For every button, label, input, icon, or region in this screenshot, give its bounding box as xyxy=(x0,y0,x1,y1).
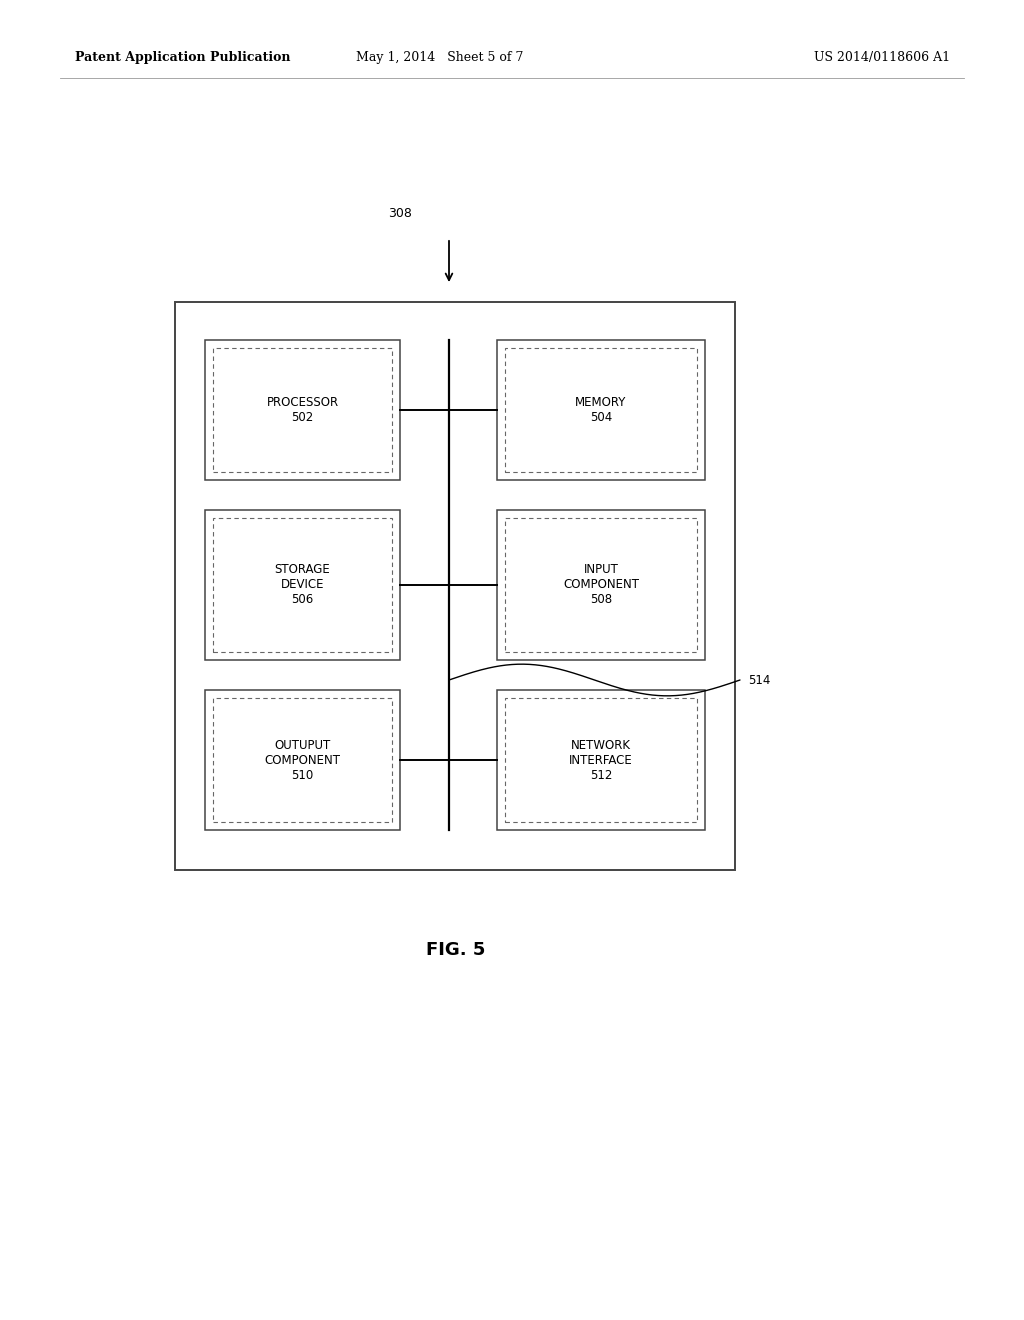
Text: FIG. 5: FIG. 5 xyxy=(426,941,485,960)
Bar xyxy=(205,341,400,480)
Text: MEMORY
504: MEMORY 504 xyxy=(575,396,627,424)
Bar xyxy=(213,348,392,473)
Bar xyxy=(205,690,400,830)
Text: May 1, 2014   Sheet 5 of 7: May 1, 2014 Sheet 5 of 7 xyxy=(356,51,523,65)
Bar xyxy=(505,517,697,652)
Text: INPUT
COMPONENT
508: INPUT COMPONENT 508 xyxy=(563,564,639,606)
Bar xyxy=(175,302,735,870)
Bar xyxy=(213,517,392,652)
Text: STORAGE
DEVICE
506: STORAGE DEVICE 506 xyxy=(274,564,331,606)
Text: NETWORK
INTERFACE
512: NETWORK INTERFACE 512 xyxy=(569,738,633,781)
Bar xyxy=(497,341,705,480)
Bar xyxy=(205,510,400,660)
Text: Patent Application Publication: Patent Application Publication xyxy=(75,51,291,65)
Bar xyxy=(505,698,697,822)
Bar xyxy=(505,348,697,473)
Text: 308: 308 xyxy=(388,207,412,220)
Text: OUTUPUT
COMPONENT
510: OUTUPUT COMPONENT 510 xyxy=(264,738,341,781)
Bar xyxy=(497,690,705,830)
Text: 514: 514 xyxy=(748,673,770,686)
Text: US 2014/0118606 A1: US 2014/0118606 A1 xyxy=(814,51,950,65)
Text: PROCESSOR
502: PROCESSOR 502 xyxy=(266,396,339,424)
Bar xyxy=(213,698,392,822)
Bar xyxy=(497,510,705,660)
